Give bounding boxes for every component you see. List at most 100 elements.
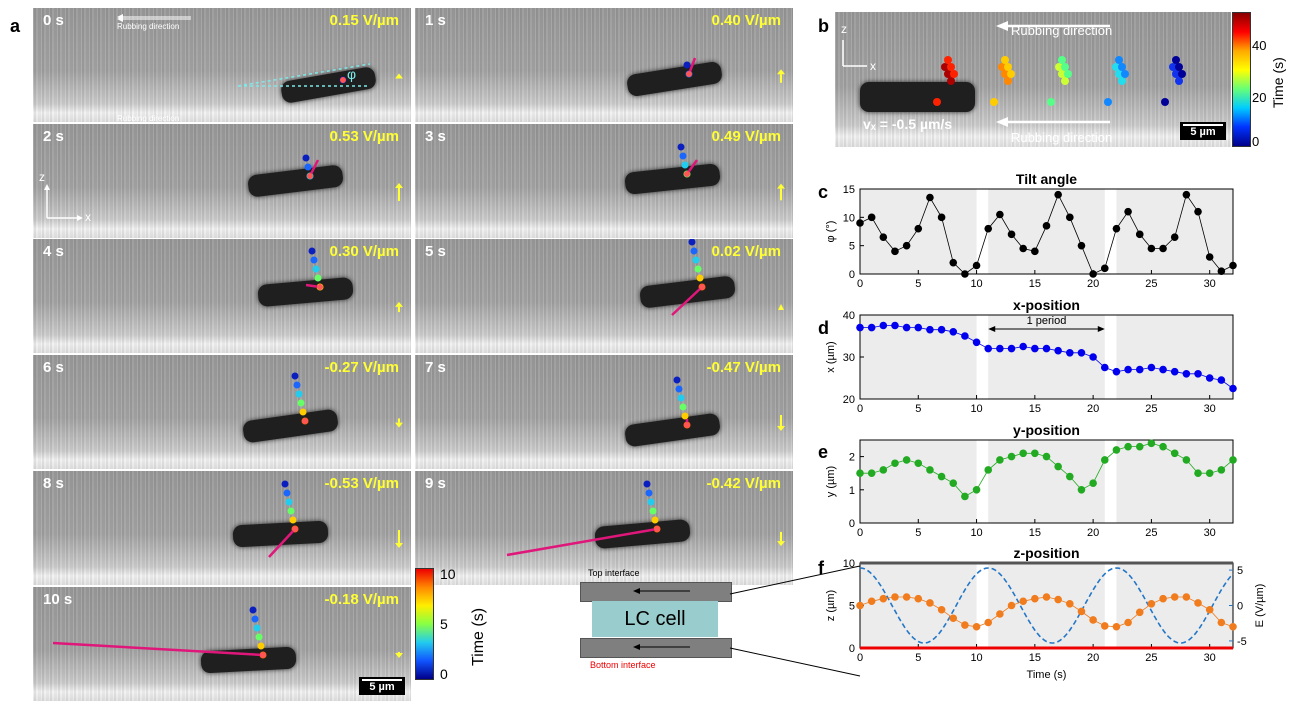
y-tick-label: 2 bbox=[849, 452, 855, 464]
frame-overlay bbox=[506, 480, 785, 557]
trajectory-dot bbox=[683, 61, 691, 69]
trajectory-dot-b bbox=[1112, 63, 1120, 71]
x-tick-label: 5 bbox=[915, 652, 921, 664]
field-arrow-head bbox=[777, 540, 785, 546]
y-right-tick-label: 5 bbox=[1237, 565, 1243, 577]
chart-2: 0 5 10 15 20 25 30 0 1 2 y-position y (µm) bbox=[825, 422, 1237, 539]
data-point bbox=[1042, 344, 1051, 353]
data-point bbox=[891, 459, 899, 468]
y-axis-label: z (µm) bbox=[825, 590, 837, 621]
x-tick-label: 15 bbox=[1029, 403, 1041, 415]
rod-axis-line bbox=[237, 63, 371, 87]
trajectory-dot bbox=[302, 154, 310, 162]
data-point bbox=[1217, 376, 1226, 384]
data-point bbox=[867, 323, 876, 332]
data-point bbox=[1066, 600, 1074, 608]
data-point bbox=[1112, 224, 1121, 233]
data-point bbox=[1089, 270, 1097, 278]
data-point bbox=[937, 213, 946, 222]
trajectory-dot-b bbox=[1058, 70, 1066, 78]
data-point bbox=[1135, 365, 1144, 374]
x-tick-label: 0 bbox=[857, 403, 863, 415]
data-point bbox=[867, 469, 876, 478]
frame-7: 7 s -0.47 V/µm bbox=[415, 355, 793, 470]
frame-overlay bbox=[52, 606, 403, 658]
data-point bbox=[1229, 622, 1237, 631]
trajectory-dot bbox=[647, 498, 655, 506]
rod-center bbox=[699, 284, 705, 291]
field-arrow-head bbox=[395, 182, 403, 188]
colorbar-b-tick-40: 40 bbox=[1252, 38, 1267, 53]
axis-x-label: x bbox=[85, 209, 91, 224]
data-point bbox=[1194, 599, 1202, 607]
data-point bbox=[914, 459, 923, 468]
data-point bbox=[972, 486, 981, 494]
frame-overlay bbox=[671, 239, 784, 317]
shaded-period bbox=[1116, 315, 1233, 399]
trajectory-dot bbox=[283, 489, 291, 497]
data-point bbox=[867, 213, 876, 222]
data-point bbox=[961, 621, 969, 629]
colorbar-b-tick-20: 20 bbox=[1252, 90, 1267, 105]
data-point bbox=[1066, 472, 1074, 481]
trajectory-dot-b bbox=[1178, 70, 1186, 78]
data-point bbox=[914, 224, 923, 233]
data-point bbox=[1147, 600, 1156, 608]
data-point bbox=[891, 321, 899, 330]
trajectory-dot bbox=[675, 385, 683, 393]
data-point bbox=[996, 610, 1004, 618]
data-point bbox=[1147, 244, 1156, 253]
x-tick-label: 20 bbox=[1087, 527, 1099, 539]
x-axis-label: Time (s) bbox=[1027, 669, 1067, 681]
trajectory-dot-b bbox=[1061, 77, 1069, 85]
data-point bbox=[879, 321, 888, 330]
data-point bbox=[1147, 363, 1156, 372]
trajectory-dot bbox=[696, 274, 704, 282]
data-point bbox=[1135, 442, 1144, 451]
data-point bbox=[1124, 207, 1132, 216]
trajectory-dot bbox=[310, 256, 318, 264]
chart-3: 0 5 10 15 20 25 30 0 5 10 z-position z (µm) -5 0 5 E (V… bbox=[825, 545, 1266, 681]
lc-cell-body: LC cell bbox=[592, 601, 718, 637]
rubbing-arrow-head-b bbox=[996, 117, 1008, 127]
trajectory-dot bbox=[694, 265, 702, 273]
panel-label-f: f bbox=[818, 558, 824, 578]
frame-time: 2 s bbox=[43, 127, 64, 145]
frame-overlay bbox=[268, 480, 403, 558]
data-point bbox=[1159, 244, 1167, 253]
rod-center bbox=[317, 284, 323, 291]
x-tick-label: 25 bbox=[1145, 527, 1157, 539]
trajectory-dot bbox=[677, 394, 685, 402]
trajectory-dot bbox=[257, 642, 265, 649]
data-point bbox=[949, 614, 958, 623]
data-point bbox=[1170, 593, 1179, 601]
trajectory-dot-b bbox=[1001, 70, 1009, 78]
lc-cell-label: LC cell bbox=[624, 607, 686, 630]
y-tick-label: 0 bbox=[849, 269, 855, 281]
z-axis-arrow-head bbox=[44, 183, 50, 190]
data-point bbox=[996, 344, 1004, 353]
frame-field: 0.02 V/µm bbox=[711, 243, 781, 261]
x-tick-label: 20 bbox=[1087, 278, 1099, 290]
y-right-tick-label: 0 bbox=[1237, 601, 1243, 613]
x-tick-label: 10 bbox=[970, 403, 982, 415]
trajectory-dot bbox=[690, 247, 698, 255]
chart-0: 0 5 10 15 20 25 30 0 5 10 15 Tilt angle φ (°) bbox=[825, 171, 1237, 290]
colorbar-a-tick-10: 10 bbox=[440, 566, 456, 582]
data-point bbox=[902, 593, 911, 601]
data-point bbox=[879, 233, 888, 241]
data-point bbox=[1182, 593, 1191, 601]
data-point bbox=[926, 599, 934, 607]
trajectory-dot-b bbox=[1115, 70, 1123, 78]
shaded-period bbox=[988, 440, 1105, 523]
chart-title: x-position bbox=[1013, 297, 1080, 313]
data-point bbox=[1031, 247, 1039, 256]
x-tick-label: 30 bbox=[1204, 403, 1216, 415]
frame-overlay bbox=[291, 372, 403, 428]
data-point bbox=[1112, 622, 1121, 631]
data-point bbox=[1135, 230, 1144, 239]
bottom-interface-label: Bottom interface bbox=[590, 660, 656, 670]
data-point bbox=[1007, 344, 1016, 353]
frame-10: 10 s -0.18 V/µm 5 µm bbox=[33, 586, 411, 701]
data-point bbox=[1042, 222, 1051, 230]
